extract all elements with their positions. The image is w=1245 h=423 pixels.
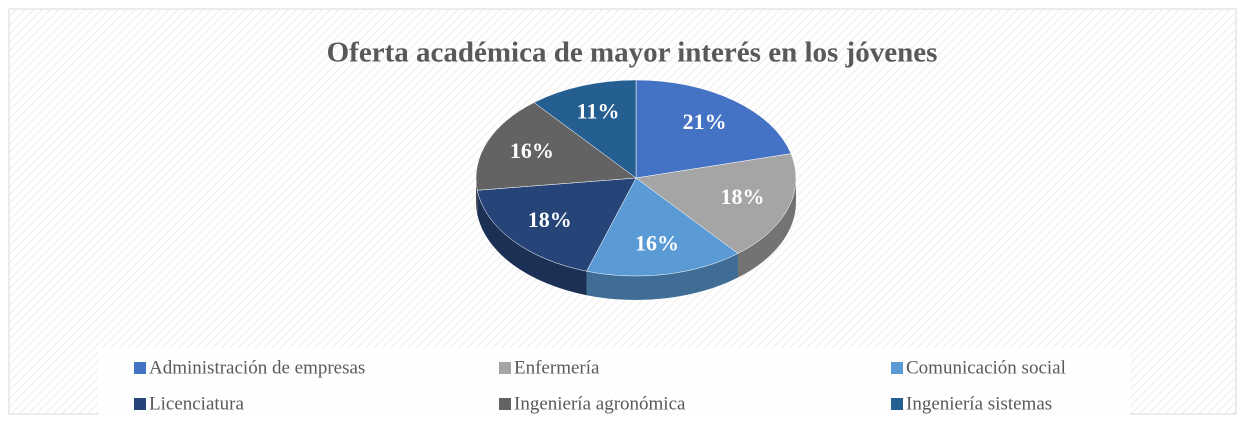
legend-swatch: [134, 362, 146, 374]
legend-swatch: [499, 398, 511, 410]
legend-label: Ingeniería agronómica: [514, 393, 686, 414]
slice: [476, 177, 637, 272]
legend-swatch: [134, 398, 146, 410]
legend-swatch: [891, 398, 903, 410]
slice: [533, 79, 637, 179]
legend-label: Administración de empresas: [149, 357, 365, 378]
value-label: 18%: [721, 184, 765, 209]
chart-title: Oferta académica de mayor interés en los…: [327, 37, 938, 69]
legend-swatch: [499, 362, 511, 374]
slice: [475, 102, 637, 191]
legend-swatch: [891, 362, 903, 374]
value-label: 18%: [528, 207, 572, 232]
value-label: 16%: [635, 230, 679, 255]
slice: [635, 153, 797, 254]
legend-label: Comunicación social: [906, 357, 1066, 378]
slice-side: [477, 190, 587, 296]
legend-label: Licenciatura: [149, 393, 245, 414]
slice: [635, 79, 792, 179]
slice-side: [476, 178, 478, 215]
legend-background: [98, 348, 1130, 420]
value-label: 16%: [510, 138, 554, 163]
value-label: 21%: [683, 109, 727, 134]
legend-label: Ingeniería sistemas: [906, 393, 1052, 414]
slice: [586, 177, 739, 277]
slice-side: [737, 178, 796, 278]
legend-label: Enfermería: [514, 357, 600, 378]
slice-side: [586, 253, 738, 301]
value-label: 11%: [577, 99, 620, 124]
